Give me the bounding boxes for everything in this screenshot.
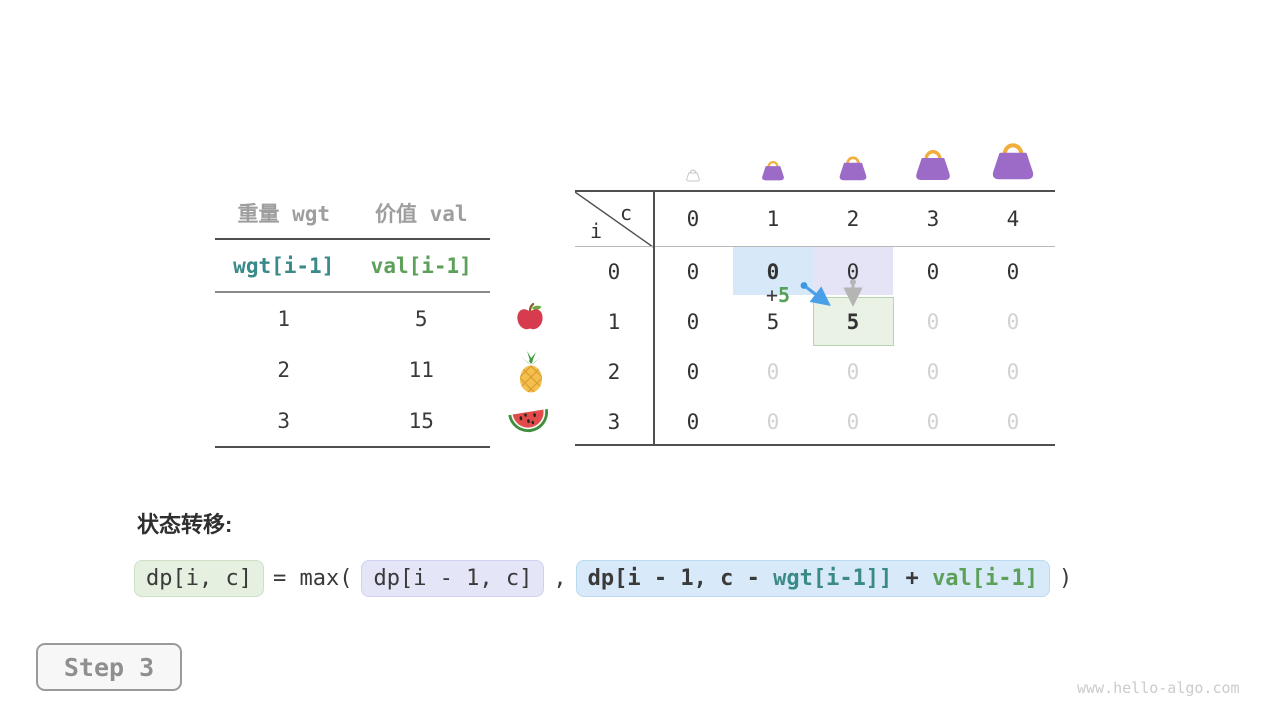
dp-col-header: 2	[846, 207, 860, 231]
formula-eq-max: = max(	[272, 566, 353, 592]
formula-take-pill: dp[i - 1, c - wgt[i-1]] + val[i-1]	[575, 560, 1051, 598]
dp-cell: 0	[686, 260, 700, 284]
dp-cell: 0	[1006, 310, 1020, 334]
dp-cell: 0	[926, 410, 940, 434]
dp-row-label: 3	[607, 410, 621, 434]
item-wgt: 2	[277, 357, 291, 382]
dp-cell: 0	[846, 410, 860, 434]
item-wgt: 3	[277, 408, 291, 433]
dp-cell-take-source: 0	[766, 260, 780, 284]
dp-cell: 0	[926, 360, 940, 384]
take-val-term: val[i-1]	[932, 566, 1039, 591]
dp-cell: 0	[1006, 260, 1020, 284]
dp-table-header-row: c i 0 1 2 3 4	[575, 192, 1055, 247]
added-value: 5	[778, 283, 791, 307]
item-val: 15	[408, 408, 434, 433]
table-row: 1 5	[215, 293, 490, 344]
take-plus: +	[892, 566, 933, 591]
row-variable-label: i	[590, 219, 603, 243]
item-table-subheader: wgt[i-1] val[i-1]	[215, 240, 490, 293]
handbag-xlarge-icon	[989, 139, 1037, 185]
table-row: 2 11	[215, 344, 490, 395]
dp-cell: 0	[1006, 410, 1020, 434]
dp-cell: 5	[766, 310, 780, 334]
dp-cell: 0	[926, 260, 940, 284]
dp-cell-target: 5	[846, 310, 860, 334]
wgt-expression: wgt[i-1]	[233, 253, 335, 278]
item-table: 重量 wgt 价值 val wgt[i-1] val[i-1] 1 5 2 11…	[215, 188, 490, 448]
plus-sign: +	[766, 283, 779, 307]
dp-cell: 0	[686, 310, 700, 334]
dp-cell: 0	[686, 360, 700, 384]
pineapple-icon	[514, 350, 548, 398]
dp-cell: 0	[766, 360, 780, 384]
take-prefix: dp[i - 1, c -	[587, 566, 774, 591]
dp-table: c i 0 1 2 3 4 0 0 0 0 0 0 1 0 5 5 0 0 2	[575, 190, 1055, 446]
handbag-small-icon	[760, 159, 786, 185]
formula-keep-pill: dp[i - 1, c]	[361, 560, 545, 598]
item-val: 11	[408, 357, 434, 382]
watermark: www.hello-algo.com	[1077, 679, 1240, 697]
dp-col-header: 3	[926, 207, 940, 231]
dp-row-label: 1	[607, 310, 621, 334]
value-column-header: 价值 val	[374, 202, 468, 226]
table-row: 3 15	[215, 395, 490, 446]
formula-close-paren: )	[1059, 566, 1073, 592]
formula-lhs-pill: dp[i, c]	[134, 560, 264, 598]
dp-cell: 0	[766, 410, 780, 434]
watermelon-icon	[506, 402, 552, 442]
add-value-annotation: +5	[766, 284, 790, 306]
item-table-header: 重量 wgt 价值 val	[215, 188, 490, 240]
dp-table-vertical-divider	[653, 192, 655, 444]
state-transition-formula: dp[i, c] = max( dp[i - 1, c] , dp[i - 1,…	[134, 560, 1081, 598]
state-transition-heading: 状态转移:	[137, 512, 233, 537]
dp-cell: 0	[1006, 360, 1020, 384]
dp-cell-keep-source: 0	[846, 260, 860, 284]
val-expression: val[i-1]	[370, 253, 472, 278]
handbag-tiny-icon	[685, 167, 701, 186]
dp-cell: 0	[846, 360, 860, 384]
dp-col-header: 1	[766, 207, 780, 231]
dp-cell: 0	[926, 310, 940, 334]
apple-icon	[514, 301, 546, 337]
dp-corner-cell: c i	[575, 192, 653, 246]
take-wgt-term: wgt[i-1]]	[773, 566, 893, 591]
item-val: 5	[414, 306, 428, 331]
dp-col-header: 4	[1006, 207, 1020, 231]
handbag-large-icon	[913, 147, 953, 185]
dp-cell: 0	[686, 410, 700, 434]
item-wgt: 1	[277, 306, 291, 331]
dp-row-label: 0	[607, 260, 621, 284]
handbag-medium-icon	[837, 154, 869, 185]
step-button[interactable]: Step 3	[36, 643, 182, 691]
dp-row-label: 2	[607, 360, 621, 384]
highlight-take-source-cell	[733, 247, 813, 295]
weight-column-header: 重量 wgt	[237, 202, 331, 226]
col-variable-label: c	[620, 201, 633, 225]
dp-table-body: 0 0 0 0 0 0 1 0 5 5 0 0 2 0 0 0 0 0 3 0 …	[575, 247, 1055, 447]
dp-col-header: 0	[686, 207, 700, 231]
formula-comma: ,	[553, 566, 567, 592]
